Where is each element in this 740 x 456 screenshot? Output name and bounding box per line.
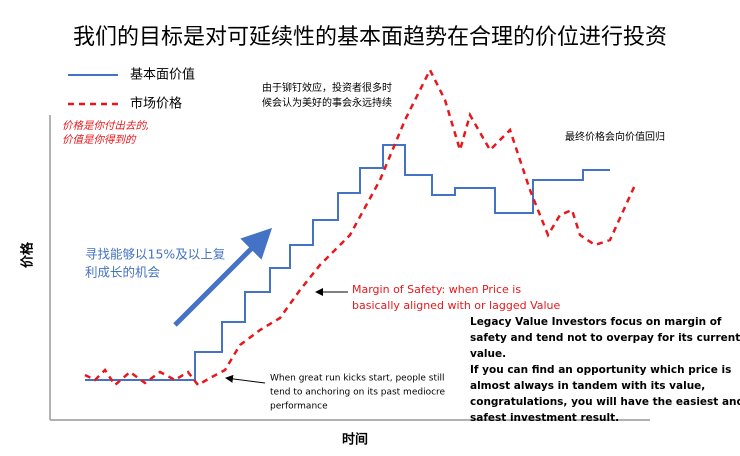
- summary-line: value.: [470, 348, 506, 360]
- y-label: 价格: [20, 241, 36, 268]
- anchoring-note: 由于铆钉效应，投资者很多时: [262, 81, 392, 94]
- legend-label: 市场价格: [130, 96, 182, 112]
- price-line: [84, 67, 637, 387]
- start-note: When great run kicks start, people still: [270, 374, 445, 384]
- summary-line: safety and tend not to overpay for its c…: [470, 332, 740, 344]
- margin-note: Margin of Safety: when Price is: [352, 283, 521, 296]
- reversion-note: 最终价格会向价值回归: [565, 130, 665, 143]
- start-arrow: [225, 374, 266, 384]
- growth-arrow: [173, 227, 273, 327]
- growth-note: 利成长的机会: [85, 265, 161, 280]
- price-note: 价值是你得到的: [62, 134, 137, 146]
- title: 我们的目标是对可延续性的基本面趋势在合理的价位进行投资: [73, 25, 667, 50]
- summary-line: almost always in tandem with its value,: [470, 380, 705, 392]
- margin-note: basically aligned with or lagged Value: [352, 299, 561, 312]
- x-label: 时间: [342, 432, 368, 448]
- summary-line: If you can find an opportunity which pri…: [470, 364, 731, 376]
- value-line: [85, 144, 610, 381]
- growth-note: 寻找能够以15%及以上复: [85, 247, 226, 262]
- summary-line: Legacy Value Investors focus on margin o…: [470, 316, 722, 328]
- legend-label: 基本面价值: [130, 67, 195, 83]
- price-note: 价格是你付出去的,: [62, 120, 149, 132]
- start-note: tend to anchoring on its past mediocre: [270, 388, 446, 398]
- summary-line: congratulations, you will have the easie…: [470, 396, 740, 408]
- summary-line: safest investment result.: [470, 412, 619, 424]
- summary: Legacy Value Investors focus on margin o…: [470, 316, 740, 424]
- start-note: performance: [270, 402, 328, 412]
- anchoring-note: 候会认为美好的事会永远持续: [262, 96, 392, 109]
